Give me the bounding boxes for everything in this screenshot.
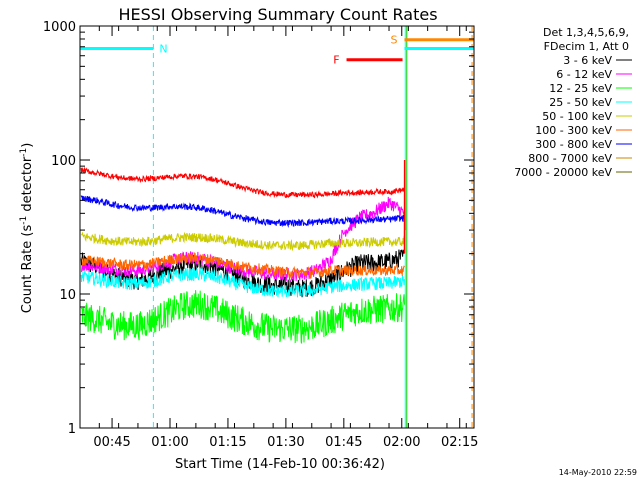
legend-header-line1: Det 1,3,4,5,6,9, (543, 26, 629, 39)
series-line-2 (80, 290, 405, 345)
x-tick-label: 02:00 (383, 435, 420, 450)
x-tick-label: 01:30 (267, 435, 304, 450)
y-tick-label: 10 (59, 288, 76, 303)
y-axis-label: Count Rate (s-1 detector-1) (19, 143, 35, 314)
legend-entry: 50 - 100 keV (542, 110, 612, 123)
x-tick-label: 01:15 (209, 435, 246, 450)
legend-entry: 6 - 12 keV (556, 68, 612, 81)
x-tick-label: 01:45 (325, 435, 362, 450)
legend-entry: 100 - 300 keV (535, 124, 612, 137)
x-tick-label: 01:00 (151, 435, 188, 450)
y-tick-label: 1 (68, 422, 76, 437)
series-line-7 (80, 166, 405, 199)
legend-entry: 12 - 25 keV (549, 82, 612, 95)
flag-letter-0: N (159, 42, 167, 55)
legend-entry: 7000 - 20000 keV (514, 166, 612, 179)
series-line-5 (80, 252, 405, 280)
legend-header-line2: FDecim 1, Att 0 (544, 40, 629, 53)
series-line-3 (80, 267, 405, 298)
timestamp: 14-May-2010 22:59 (559, 468, 637, 477)
legend-entry: 800 - 7000 keV (528, 152, 612, 165)
x-tick-label: 00:45 (93, 435, 130, 450)
y-axis: 1 10 100 1000 (43, 20, 474, 437)
flag-letter-1: F (333, 54, 339, 67)
series-line-1 (80, 196, 405, 282)
y-tick-label: 1000 (43, 20, 76, 35)
series-line-6 (80, 195, 405, 229)
plot-frame (79, 25, 475, 429)
legend-entry: 25 - 50 keV (549, 96, 612, 109)
plot-area: N F S (79, 26, 475, 428)
flag-letter-2: S (390, 34, 397, 47)
x-tick-label: 02:15 (441, 435, 478, 450)
x-axis-label: Start Time (14-Feb-10 00:36:42) (175, 457, 385, 472)
y-tick-label: 100 (51, 154, 76, 169)
x-axis: 00:45 01:00 01:15 01:30 01:45 02:00 02:15 (79, 26, 478, 450)
chart-title: HESSI Observing Summary Count Rates (118, 5, 437, 24)
legend-entry: 3 - 6 keV (563, 54, 612, 67)
legend-entry: 300 - 800 keV (535, 138, 612, 151)
legend: Det 1,3,4,5,6,9, FDecim 1, Att 0 3 - 6 k… (514, 26, 632, 179)
series-line-4 (80, 231, 405, 252)
